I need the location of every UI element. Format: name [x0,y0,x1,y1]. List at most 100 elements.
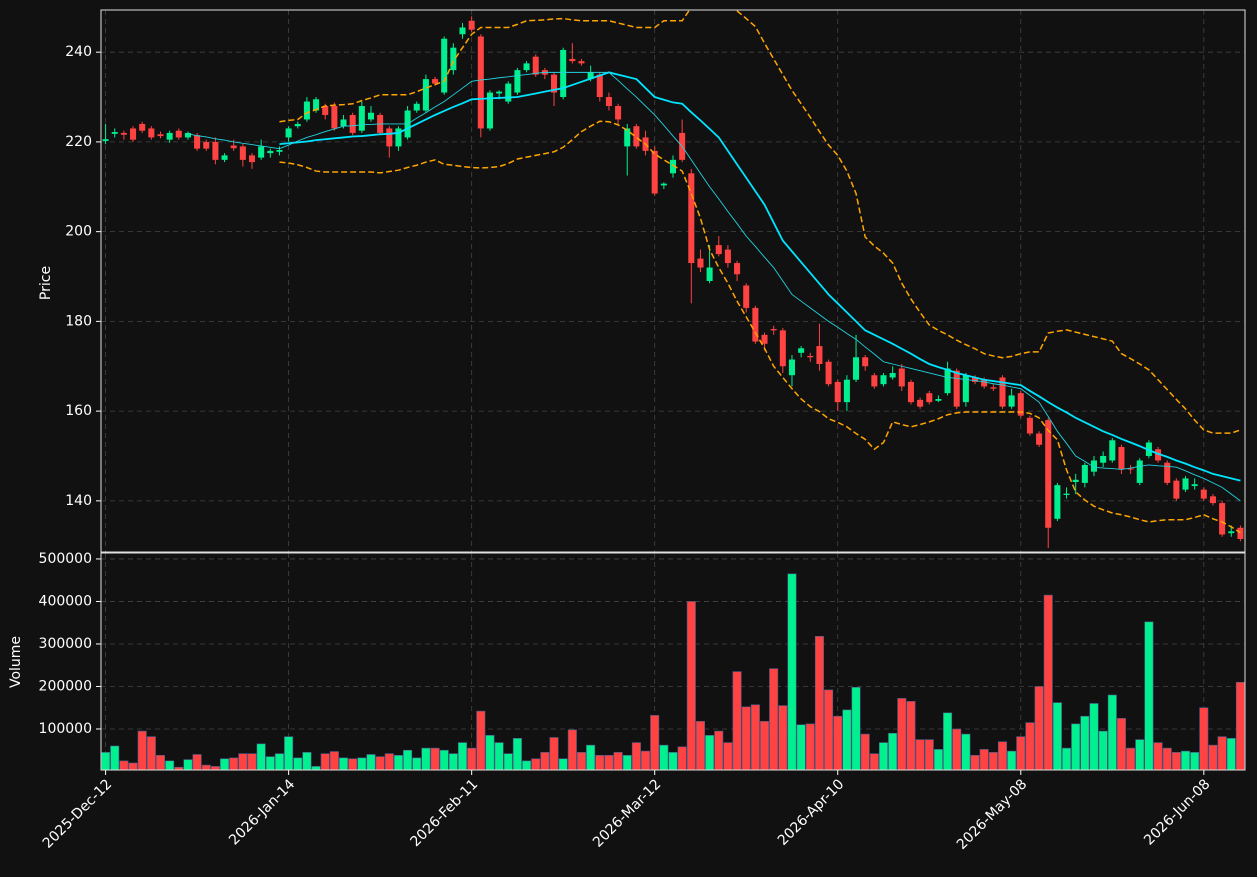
candle-body [395,128,402,147]
volume-bar [512,738,522,771]
volume-bar [1226,738,1236,771]
volume-bar [531,758,541,771]
candle-body [1008,395,1015,407]
volume-bar [403,749,413,771]
volume-bar [439,749,449,771]
volume-bar [677,746,687,771]
candle-body [1090,460,1098,472]
candle-body [459,27,466,35]
indicator-line [279,10,1241,434]
volume-bar [540,752,550,771]
y-tick-label: 500000 [39,551,92,567]
y-tick-label: 240 [65,44,92,60]
candle-body [468,20,475,30]
candle-body [770,329,777,331]
candle-body [230,145,237,149]
y-tick-label: 100000 [39,721,92,737]
candle-body [450,47,457,71]
candle-body [120,132,127,135]
volume-bar [320,753,330,771]
volume-bar [1098,730,1108,771]
candle-body [386,128,393,147]
candle-body [340,119,347,127]
volume-bar [787,573,797,771]
y-tick-label: 220 [65,134,92,150]
candle-body [706,267,713,281]
candle-body [1054,485,1061,519]
volume-bar [924,739,934,771]
volume-bar [1116,718,1126,771]
candle-body [962,375,969,403]
volume-bar [522,760,532,771]
candle-body [734,263,741,275]
candle-body [203,141,210,149]
candle-body [843,379,850,403]
volume-bar [1135,739,1145,771]
volume-bar [595,755,605,771]
volume-bar [375,756,385,771]
candle-body [907,381,914,403]
volume-bar [1007,750,1017,771]
candle-body [578,61,585,64]
candle-body [1026,417,1033,434]
volume-axis-label: Volume [8,636,24,688]
candle-body [871,375,878,387]
volume-bar [101,752,111,771]
volume-bar [558,758,568,771]
volume-bar [805,723,815,771]
candle-body [807,355,814,358]
volume-bar [851,687,861,771]
volume-bar [1089,703,1099,771]
y-axis-label: Price [38,266,54,300]
candle-body [788,359,795,376]
volume-bar [961,733,971,771]
volume-bar [430,747,440,771]
volume-bar [860,733,870,771]
volume-bar [1071,723,1081,771]
candle-body [1109,440,1116,461]
candle-body [477,36,484,129]
candle-body [697,258,704,268]
candle-body [349,114,356,133]
candle-body [825,361,832,385]
candle-body [221,155,228,160]
volume-bar [622,755,632,771]
volume-bar [339,757,349,771]
volume-bar [1144,621,1154,771]
volume-bar [1107,694,1117,771]
candle-body [331,106,338,129]
volume-bar [888,732,898,771]
volume-bar [952,728,962,771]
volume-bar [1162,747,1172,771]
volume-bar [384,753,394,771]
candle-body [139,123,146,131]
volume-bar [247,753,257,771]
candle-body [615,106,622,120]
volume-bar [814,636,824,771]
volume-bar [1016,736,1026,771]
volume-bar [970,755,980,771]
volume-bar [421,747,431,771]
candle-body [1155,449,1162,461]
candle-body [496,91,503,94]
volume-bar [201,764,211,771]
volume-bar [192,754,202,771]
volume-bar [1208,744,1218,771]
volume-bar [796,724,806,771]
volume-bar [1171,752,1181,771]
candle-body [1127,468,1134,470]
candle-body [505,83,512,102]
volume-bar [155,755,165,771]
volume-bar [933,749,943,771]
candle-body [175,130,182,138]
candle-body [1081,464,1088,483]
volume-bar [869,753,879,771]
volume-bar [979,749,989,771]
volume-bar [668,752,678,771]
volume-bar [1062,747,1072,771]
candle-body [486,92,493,129]
candle-body [971,377,979,382]
candle-body [596,74,603,98]
volume-bar [284,736,294,771]
volume-bar [714,730,724,771]
